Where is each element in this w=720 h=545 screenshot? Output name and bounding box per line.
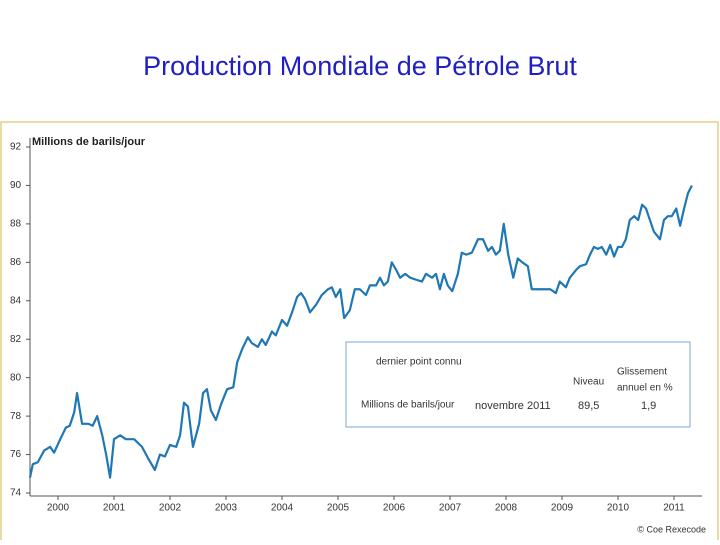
y-tick-label: 90	[10, 180, 22, 191]
y-tick-label: 92	[10, 142, 22, 153]
y-tick-label: 88	[10, 219, 22, 230]
info-cell: novembre 2011	[475, 400, 551, 412]
x-tick-label: 2010	[607, 503, 630, 514]
y-tick-label: 82	[10, 334, 22, 345]
info-header: Glissement	[617, 367, 667, 378]
x-tick-label: 2008	[495, 503, 518, 514]
slide-title: Production Mondiale de Pétrole Brut	[143, 51, 577, 81]
info-cell: 89,5	[578, 400, 599, 412]
source: © Coe Rexecode	[637, 524, 706, 534]
y-tick-label: 84	[10, 295, 22, 306]
y-tick-label: 76	[10, 449, 22, 460]
y-axis-label: Millions de barils/jour	[32, 136, 146, 148]
x-tick-label: 2005	[327, 503, 350, 514]
info-header: annuel en %	[617, 383, 673, 394]
info-row-label: Millions de barils/jour	[361, 400, 455, 411]
x-tick-label: 2009	[551, 503, 574, 514]
info-box	[345, 341, 691, 428]
line-series	[28, 184, 693, 479]
x-tick-label: 2002	[159, 503, 182, 514]
x-tick-label: 2006	[383, 503, 406, 514]
y-tick-label: 86	[10, 257, 22, 268]
y-tick-label: 74	[10, 488, 22, 499]
y-tick-label: 78	[10, 411, 22, 422]
frame	[0, 121, 719, 543]
info-header: Niveau	[573, 377, 604, 388]
x-tick-label: 2000	[47, 503, 70, 514]
x-tick-label: 2011	[663, 503, 685, 514]
x-tick-label: 2001	[103, 503, 126, 514]
plot: 74 76 78 80 82 84 86 88 90 92 2000 2001 2002 2003 2004…	[10, 138, 702, 514]
info-title: dernier point connu	[376, 357, 462, 368]
x-tick-label: 2004	[271, 503, 294, 514]
info-cell: 1,9	[641, 400, 656, 412]
x-tick-label: 2003	[215, 503, 238, 514]
y-tick-label: 80	[10, 372, 22, 383]
x-tick-label: 2007	[439, 503, 462, 514]
